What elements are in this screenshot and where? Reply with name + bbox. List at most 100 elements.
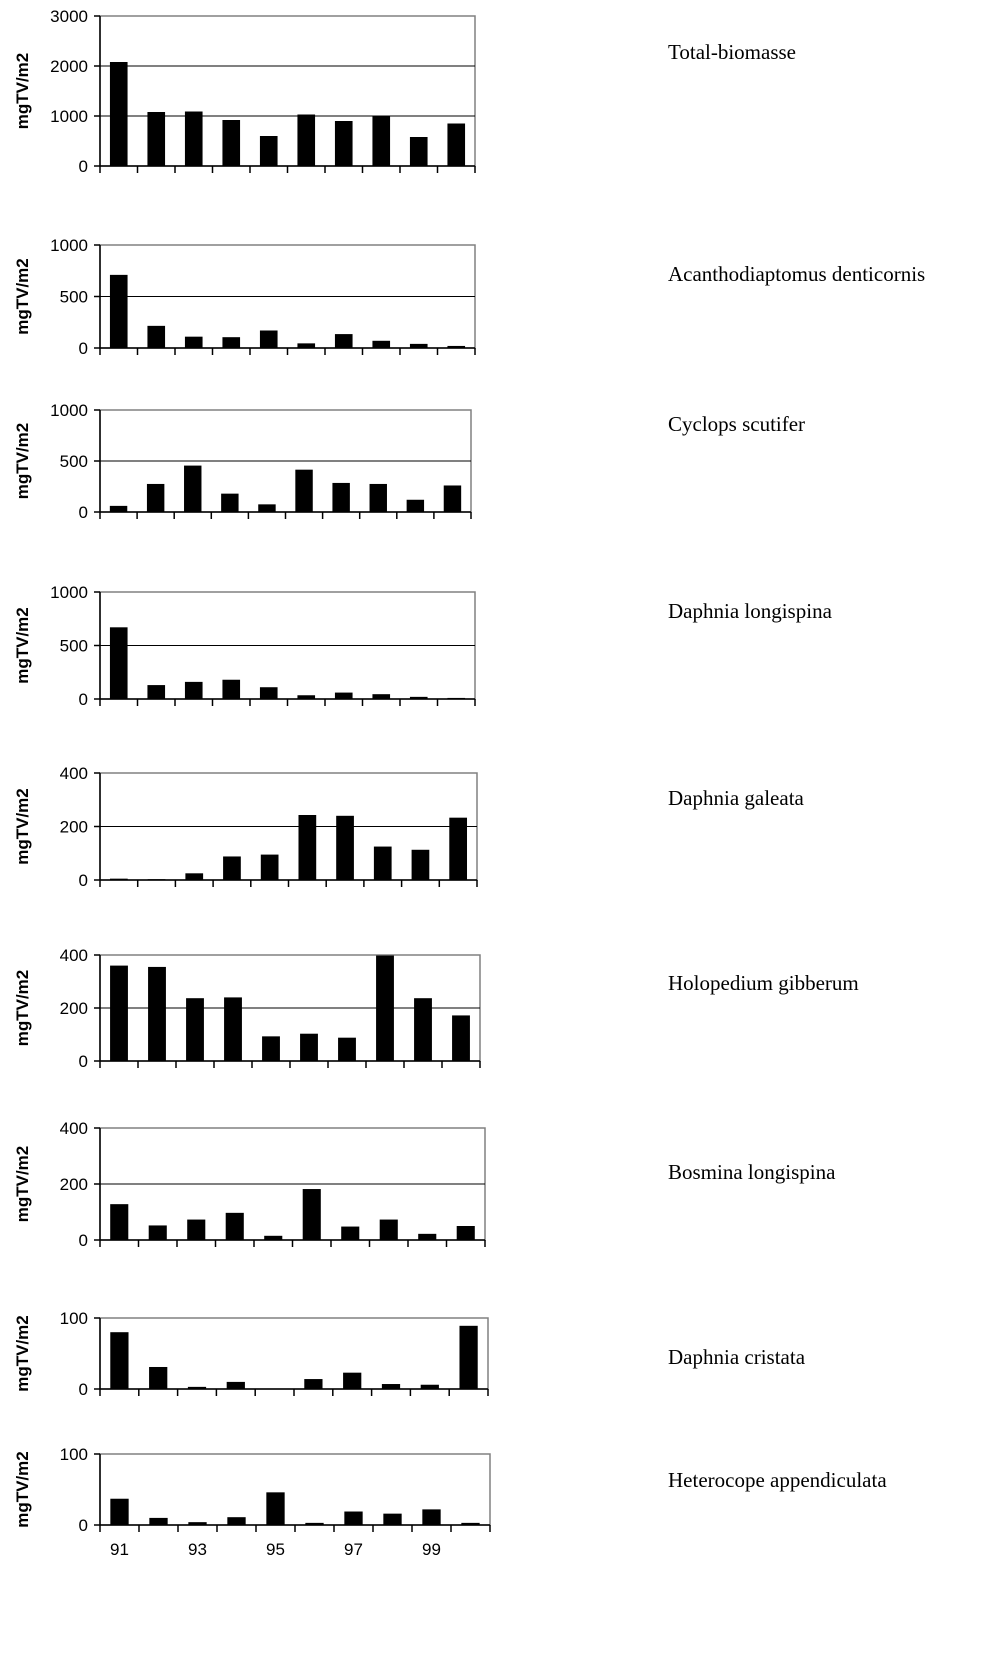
y-tick-label: 200 [60, 999, 88, 1018]
bar [109, 627, 128, 699]
y-tick-label: 500 [60, 452, 88, 471]
y-tick-label: 2000 [50, 57, 88, 76]
bar [420, 1384, 439, 1389]
bar [372, 694, 391, 699]
bar [449, 817, 468, 880]
x-tick-label: 97 [344, 1540, 363, 1559]
y-tick-label: 1000 [50, 107, 88, 126]
bar [447, 123, 466, 166]
bar [224, 997, 242, 1061]
bar [297, 114, 316, 166]
y-tick-label: 200 [60, 1175, 88, 1194]
bar [297, 343, 316, 348]
bar [452, 1015, 470, 1061]
bar [221, 493, 239, 512]
bar [262, 1036, 280, 1061]
y-tick-label: 0 [79, 871, 88, 890]
chart-title: Acanthodiaptomus denticornis [668, 262, 926, 286]
bar [409, 696, 428, 699]
bar [409, 343, 428, 348]
y-tick-label: 500 [60, 288, 88, 307]
bar [186, 998, 204, 1061]
bar [334, 692, 353, 699]
chart-title: Daphnia galeata [668, 786, 804, 810]
y-tick-label: 0 [79, 1231, 88, 1250]
bar [264, 1235, 283, 1240]
bar [266, 1492, 285, 1525]
bar [406, 499, 425, 512]
y-tick-label: 3000 [50, 7, 88, 26]
bar [443, 485, 462, 512]
bar [305, 1522, 324, 1525]
chart-title: Total-biomasse [668, 40, 796, 64]
bar [422, 1509, 441, 1525]
bar [147, 325, 166, 348]
chart-panel-9: 0 100 mgTV/m2 91 93 95 97 99 [13, 1445, 491, 1559]
y-tick-label: 400 [60, 946, 88, 965]
bar [222, 337, 241, 348]
bar [338, 1037, 356, 1061]
bar [149, 1366, 168, 1389]
chart-panel-7: 0 200 400 mgTV/m2 [13, 1119, 486, 1250]
y-axis-label: mgTV/m2 [13, 1451, 32, 1528]
bar [295, 469, 313, 512]
bar [456, 1226, 475, 1240]
bar [223, 856, 241, 880]
bar [147, 685, 166, 699]
y-tick-label: 1000 [50, 236, 88, 255]
y-tick-label: 0 [79, 503, 88, 522]
bar [184, 111, 203, 166]
y-tick-label: 200 [60, 818, 88, 837]
bar [148, 1225, 167, 1240]
bar [298, 814, 317, 880]
x-tick-label: 91 [110, 1540, 129, 1559]
y-axis-label: mgTV/m2 [13, 258, 32, 335]
bar [109, 505, 128, 512]
bar [184, 336, 203, 348]
bar [343, 1372, 362, 1389]
bar [259, 687, 278, 699]
chart-panel-6: 0 200 400 mgTV/m2 [13, 946, 481, 1071]
chart-panel-8: 0 100 mgTV/m2 [13, 1309, 489, 1399]
bar [304, 1379, 323, 1389]
bar [447, 345, 466, 348]
bar [188, 1522, 207, 1525]
bar [109, 62, 128, 166]
y-tick-label: 100 [60, 1309, 88, 1328]
bar [185, 873, 204, 880]
bar [344, 1511, 363, 1525]
bar [149, 1517, 168, 1525]
y-tick-label: 0 [79, 157, 88, 176]
bar [147, 112, 166, 166]
bar [376, 955, 394, 1061]
bar [372, 340, 391, 348]
bar [334, 121, 353, 166]
chart-title: Cyclops scutifer [668, 412, 806, 436]
bar [226, 1381, 245, 1389]
bar [409, 137, 428, 166]
chart-panel-2: 0 500 1000 mgTV/m2 [13, 236, 476, 358]
y-tick-label: 0 [79, 339, 88, 358]
y-axis-label: mgTV/m2 [13, 1146, 32, 1223]
y-tick-label: 0 [79, 1516, 88, 1535]
bar [302, 1189, 321, 1240]
chart-title: Holopedium gibberum [668, 971, 859, 995]
bar [227, 1517, 246, 1525]
bar [222, 120, 241, 166]
bar [336, 815, 354, 880]
chart-title: Daphnia cristata [668, 1345, 806, 1369]
bar [184, 681, 203, 699]
y-axis-label: mgTV/m2 [13, 607, 32, 684]
chart-title: Heterocope appendiculata [668, 1468, 887, 1492]
bar [373, 846, 392, 880]
bar [300, 1033, 318, 1061]
bar [187, 1386, 207, 1389]
y-tick-label: 400 [60, 764, 88, 783]
bar [459, 1325, 478, 1389]
bar [334, 334, 353, 348]
bar [225, 1212, 244, 1240]
y-tick-label: 0 [79, 1380, 88, 1399]
y-tick-label: 1000 [50, 583, 88, 602]
bar [258, 504, 276, 512]
